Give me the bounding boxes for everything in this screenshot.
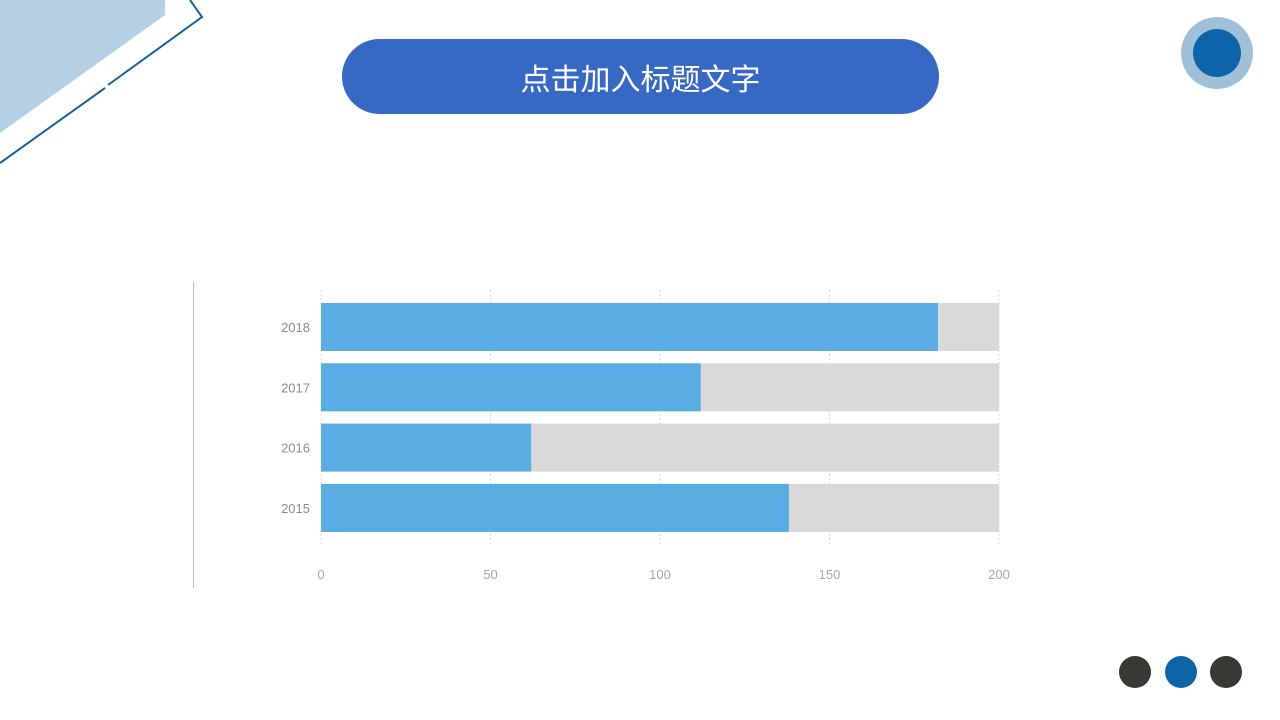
bar-2018 bbox=[321, 303, 938, 351]
corner-decoration bbox=[0, 0, 204, 164]
x-tick-label: 100 bbox=[649, 567, 671, 582]
slide-title: 点击加入标题文字 bbox=[342, 39, 939, 114]
bar-2016 bbox=[321, 423, 532, 472]
divider-line bbox=[193, 282, 194, 588]
dot-dark-1 bbox=[1119, 656, 1151, 688]
dot-blue bbox=[1165, 656, 1197, 688]
x-tick-label: 150 bbox=[819, 567, 841, 582]
y-category-label: 2016 bbox=[281, 441, 310, 456]
bar-2015 bbox=[321, 483, 789, 532]
bar-2017 bbox=[321, 363, 701, 412]
y-category-label: 2015 bbox=[281, 501, 310, 516]
slide-title-text: 点击加入标题文字 bbox=[520, 62, 761, 98]
x-tick-label: 50 bbox=[483, 567, 497, 582]
circle-decoration-inner bbox=[1193, 29, 1241, 77]
y-category-label: 2018 bbox=[281, 320, 310, 335]
circle-decoration bbox=[1181, 17, 1253, 89]
x-tick-label: 200 bbox=[988, 567, 1010, 582]
dot-dark-2 bbox=[1210, 656, 1242, 688]
x-tick-label: 0 bbox=[317, 567, 324, 582]
y-category-label: 2017 bbox=[281, 380, 310, 395]
